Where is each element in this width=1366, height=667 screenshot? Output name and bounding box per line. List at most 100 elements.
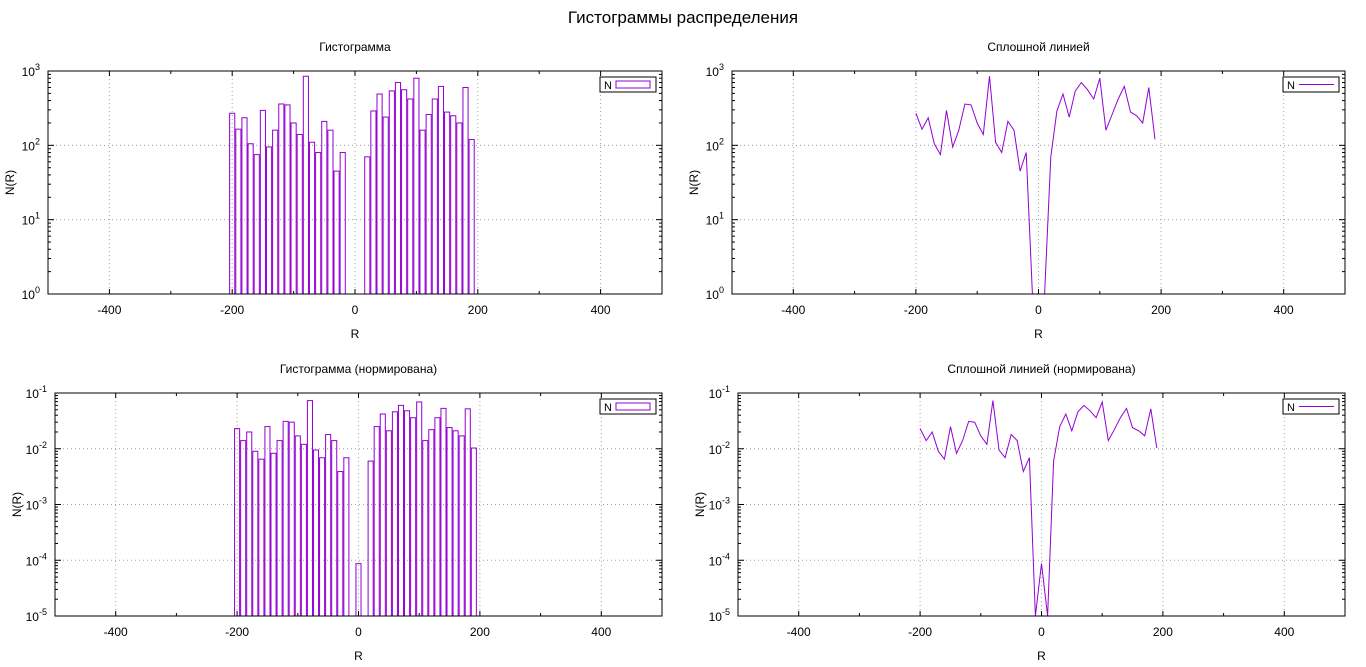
histogram-bar [306, 400, 313, 617]
series-line [915, 76, 1156, 295]
histogram-bar [394, 82, 402, 295]
histogram-bar [470, 447, 477, 617]
legend-label: N [604, 402, 612, 414]
histogram-bar [407, 98, 414, 295]
x-tick-label: -200 [908, 625, 932, 639]
histogram-bar [431, 98, 438, 295]
histogram-bar [308, 141, 316, 295]
y-tick-label: 102 [22, 136, 40, 153]
legend: N [599, 76, 657, 93]
histogram-bar [446, 427, 453, 617]
legend-swatch [615, 402, 651, 411]
y-tick-label: 10-3 [26, 496, 47, 513]
series-line [919, 400, 1158, 617]
histogram-bar [247, 143, 254, 295]
y-tick-label: 103 [706, 62, 724, 79]
histogram-bar [270, 452, 277, 617]
x-axis-label: R [1034, 327, 1043, 341]
histogram-bar [391, 411, 398, 617]
histogram-bar [370, 110, 377, 295]
plot-frame [47, 70, 663, 295]
histogram-bar [276, 440, 283, 617]
y-axis-label: N(R) [3, 170, 17, 195]
y-axis-label: N(R) [693, 492, 707, 517]
y-tick-label: 10-2 [709, 440, 730, 457]
legend: N [599, 398, 657, 415]
y-tick-label: 10-4 [26, 551, 47, 568]
histogram-bar [278, 103, 285, 295]
histogram-bar [401, 89, 408, 295]
histogram-bar [294, 435, 301, 617]
histogram-bar [319, 457, 326, 617]
y-tick-label: 10-4 [709, 551, 730, 568]
histogram-bar [422, 440, 429, 617]
histogram-bar [444, 111, 451, 295]
x-tick-label: -400 [781, 303, 805, 317]
chart-title: Сплошной линией (нормирована) [947, 362, 1135, 376]
histogram-bar [440, 407, 447, 617]
histogram-bar [282, 420, 289, 617]
chart-1: Гистограмма -400 -200 0 200 400 100 101 102 103 R N… [3, 40, 663, 341]
histogram-bar [327, 129, 334, 295]
histogram-bar [331, 440, 338, 617]
x-tick-label: 400 [591, 303, 611, 317]
histogram-bar [333, 170, 340, 295]
legend-label: N [1287, 402, 1295, 414]
histogram-bar [321, 120, 328, 295]
chart-3: Гистограмма (нормирована) -400 -200 0 200 400… [10, 362, 663, 663]
histogram-bar [413, 77, 420, 295]
x-tick-label: 400 [591, 625, 611, 639]
histogram-bar [264, 426, 271, 617]
histogram-bar [234, 428, 241, 617]
x-tick-label: 200 [468, 303, 488, 317]
x-tick-label: 200 [470, 625, 490, 639]
histogram-bar [337, 471, 344, 617]
histogram-bar [419, 129, 426, 295]
histogram-bar [258, 458, 265, 617]
x-tick-label: 0 [1038, 625, 1045, 639]
x-tick-label: -400 [787, 625, 811, 639]
histogram-bar [241, 117, 248, 295]
histogram-bar [265, 146, 273, 295]
histogram-bar [367, 460, 374, 617]
histogram-bar [456, 122, 463, 295]
x-axis-label: R [1037, 649, 1046, 663]
y-axis-label: N(R) [10, 492, 24, 517]
histogram-bar [259, 109, 266, 295]
histogram-bar [437, 85, 445, 295]
y-tick-label: 100 [22, 285, 40, 302]
histogram-bar [235, 128, 242, 295]
histogram-bar [458, 435, 465, 617]
histogram-bar [416, 401, 423, 617]
histogram-bar [410, 417, 417, 617]
histogram-bar [325, 434, 332, 617]
chart-2: Сплошной линией -400 -200 0 200 400 100 101 102 1… [687, 40, 1346, 341]
chart-title: Сплошной линией [987, 40, 1089, 54]
histogram-bar [302, 75, 309, 295]
histogram-bar [397, 404, 405, 617]
x-axis-label: R [351, 327, 360, 341]
y-tick-label: 103 [22, 62, 40, 79]
x-tick-label: 0 [355, 625, 362, 639]
y-tick-label: 10-3 [709, 496, 730, 513]
histogram-bar [252, 450, 259, 617]
x-axis-label: R [354, 649, 363, 663]
histogram-bar [272, 129, 279, 295]
y-tick-label: 10-5 [26, 607, 47, 624]
histogram-bar [253, 154, 260, 295]
x-tick-label: 400 [1274, 625, 1294, 639]
histogram-bar [296, 133, 303, 295]
y-tick-label: 100 [706, 285, 724, 302]
legend: N [1282, 76, 1340, 93]
histogram-bar [379, 413, 386, 617]
x-tick-label: 200 [1153, 625, 1173, 639]
y-tick-label: 10-2 [26, 440, 47, 457]
histogram-bar [452, 430, 459, 617]
x-tick-label: -400 [97, 303, 121, 317]
histogram-bar [425, 113, 432, 295]
histogram-bar [464, 408, 471, 617]
x-tick-label: -400 [104, 625, 128, 639]
y-tick-label: 10-1 [26, 384, 47, 401]
legend: N [1282, 398, 1340, 415]
